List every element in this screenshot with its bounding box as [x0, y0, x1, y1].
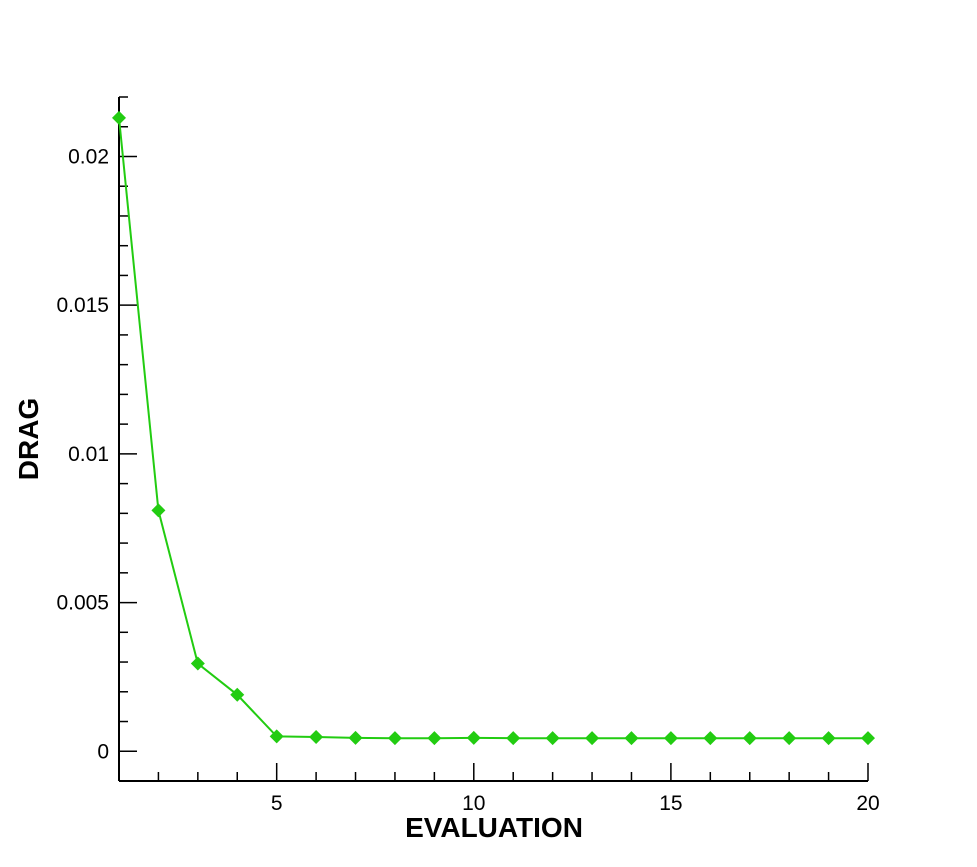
data-point	[466, 730, 481, 745]
y-tick-label: 0.015	[56, 294, 109, 317]
data-point	[309, 729, 324, 744]
data-point	[821, 731, 836, 746]
series-line	[118, 117, 868, 740]
data-point	[506, 731, 521, 746]
data-point	[112, 110, 126, 125]
data-point	[624, 731, 639, 746]
x-tick-label: 5	[271, 792, 283, 815]
x-tick-label: 15	[659, 792, 682, 815]
data-point	[782, 731, 797, 746]
data-point	[427, 731, 442, 746]
x-tick-label: 20	[856, 792, 879, 815]
data-point	[585, 731, 600, 746]
x-tick-label: 10	[462, 792, 485, 815]
data-point	[742, 731, 757, 746]
data-point	[269, 729, 284, 744]
y-axis-title: DRAG	[13, 398, 44, 480]
y-tick-label: 0	[97, 740, 109, 763]
data-point	[387, 731, 402, 746]
axes	[118, 97, 868, 782]
series	[112, 110, 875, 746]
data-point	[151, 503, 166, 518]
data-point	[230, 687, 245, 702]
x-axis-title: EVALUATION	[405, 812, 583, 843]
data-point	[348, 730, 363, 745]
data-point	[190, 656, 205, 671]
data-point	[545, 731, 560, 746]
y-tick-label: 0.01	[68, 443, 109, 466]
y-tick-label: 0.005	[56, 592, 109, 615]
data-point	[861, 731, 875, 746]
data-point	[663, 731, 678, 746]
data-point	[703, 731, 718, 746]
ticks: 5 10 15 20 0 0.005 0.01 0.015 0.02	[56, 96, 880, 815]
y-tick-label: 0.02	[68, 145, 109, 168]
